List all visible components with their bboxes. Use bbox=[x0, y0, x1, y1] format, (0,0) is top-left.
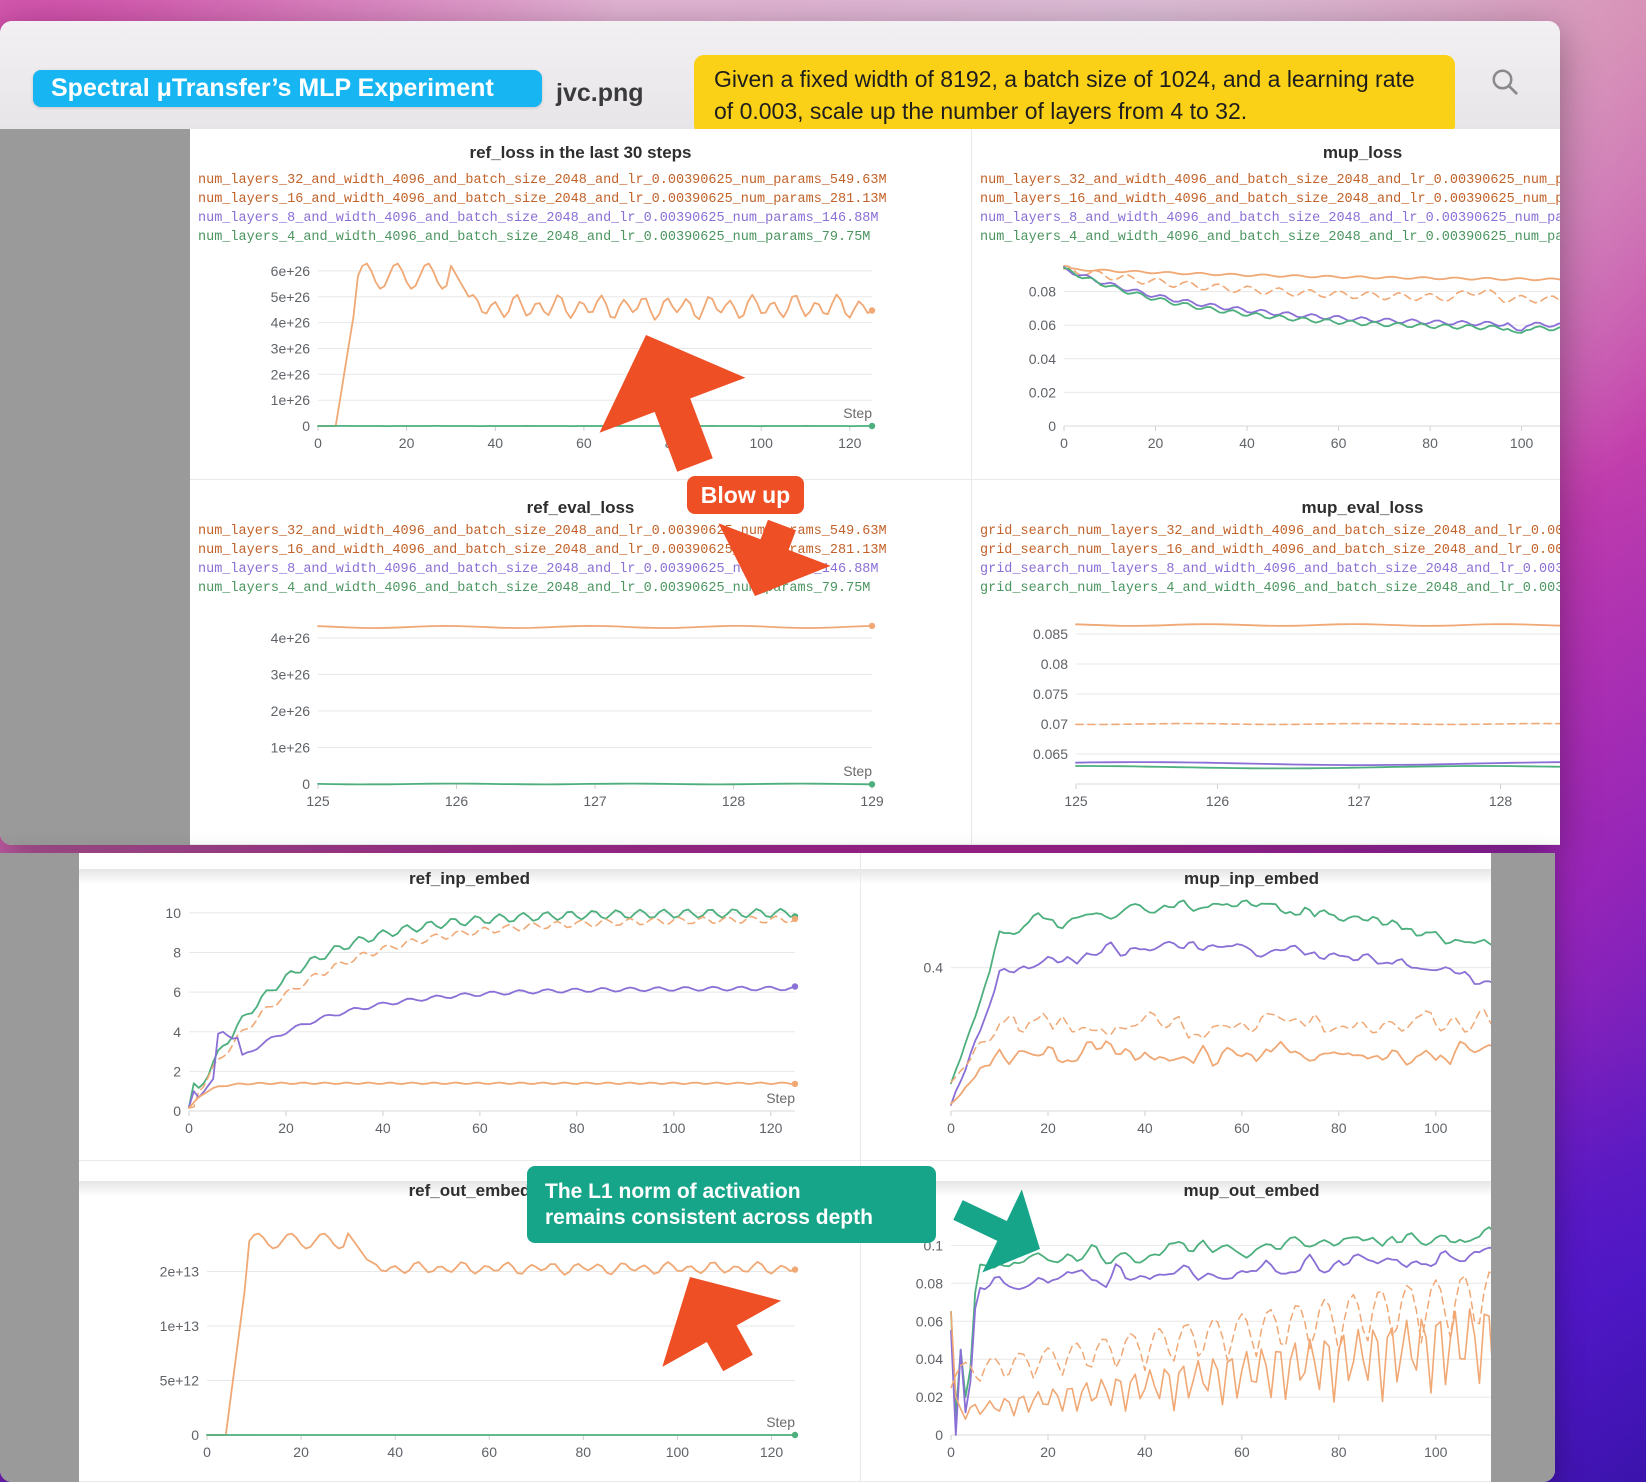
svg-text:0.02: 0.02 bbox=[1029, 384, 1056, 400]
svg-text:2: 2 bbox=[173, 1063, 181, 1079]
svg-text:3e+26: 3e+26 bbox=[271, 666, 311, 682]
svg-text:20: 20 bbox=[293, 1444, 309, 1460]
svg-text:0.07: 0.07 bbox=[1041, 716, 1068, 732]
svg-text:0: 0 bbox=[1060, 435, 1068, 451]
svg-text:20: 20 bbox=[1040, 1120, 1056, 1136]
svg-text:126: 126 bbox=[445, 793, 469, 809]
svg-text:0.075: 0.075 bbox=[1033, 686, 1068, 702]
svg-text:8: 8 bbox=[173, 945, 181, 961]
svg-text:0.08: 0.08 bbox=[1029, 284, 1056, 300]
svg-text:4: 4 bbox=[173, 1024, 181, 1040]
svg-text:40: 40 bbox=[1137, 1120, 1153, 1136]
svg-text:100: 100 bbox=[666, 1444, 690, 1460]
svg-text:6e+26: 6e+26 bbox=[271, 263, 311, 279]
svg-text:60: 60 bbox=[1234, 1444, 1250, 1460]
svg-text:100: 100 bbox=[750, 435, 774, 451]
svg-text:125: 125 bbox=[306, 793, 330, 809]
svg-text:4e+26: 4e+26 bbox=[271, 315, 311, 331]
svg-text:10: 10 bbox=[165, 905, 181, 921]
svg-text:0.08: 0.08 bbox=[1041, 656, 1068, 672]
svg-text:0.08: 0.08 bbox=[916, 1275, 943, 1291]
svg-text:1e+13: 1e+13 bbox=[160, 1318, 200, 1334]
svg-text:3e+26: 3e+26 bbox=[271, 341, 311, 357]
svg-text:40: 40 bbox=[1137, 1444, 1153, 1460]
svg-text:4e+26: 4e+26 bbox=[271, 630, 311, 646]
svg-text:0.06: 0.06 bbox=[916, 1313, 943, 1329]
svg-text:6: 6 bbox=[173, 984, 181, 1000]
svg-text:0: 0 bbox=[185, 1120, 193, 1136]
svg-text:127: 127 bbox=[583, 793, 607, 809]
svg-text:0.02: 0.02 bbox=[916, 1389, 943, 1405]
svg-text:80: 80 bbox=[569, 1120, 585, 1136]
svg-text:0.085: 0.085 bbox=[1033, 626, 1068, 642]
svg-text:20: 20 bbox=[278, 1120, 294, 1136]
svg-text:80: 80 bbox=[1331, 1120, 1347, 1136]
svg-text:127: 127 bbox=[1347, 793, 1371, 809]
svg-text:0: 0 bbox=[947, 1444, 955, 1460]
svg-text:120: 120 bbox=[759, 1120, 783, 1136]
svg-text:80: 80 bbox=[576, 1444, 592, 1460]
svg-text:0: 0 bbox=[191, 1427, 199, 1443]
svg-text:0: 0 bbox=[314, 435, 322, 451]
svg-text:100: 100 bbox=[1424, 1120, 1448, 1136]
svg-text:2e+26: 2e+26 bbox=[271, 366, 311, 382]
svg-text:Step: Step bbox=[766, 1090, 795, 1106]
svg-text:20: 20 bbox=[1040, 1444, 1056, 1460]
svg-text:100: 100 bbox=[1510, 435, 1534, 451]
svg-text:40: 40 bbox=[375, 1120, 391, 1136]
svg-text:0.4: 0.4 bbox=[924, 960, 944, 976]
svg-text:0.04: 0.04 bbox=[1029, 351, 1056, 367]
svg-text:0: 0 bbox=[1048, 418, 1056, 434]
svg-text:20: 20 bbox=[1148, 435, 1164, 451]
svg-text:125: 125 bbox=[1064, 793, 1088, 809]
svg-text:5e+26: 5e+26 bbox=[271, 289, 311, 305]
svg-text:60: 60 bbox=[1234, 1120, 1250, 1136]
svg-text:0.06: 0.06 bbox=[1029, 317, 1056, 333]
svg-text:0.04: 0.04 bbox=[916, 1351, 943, 1367]
svg-text:40: 40 bbox=[488, 435, 504, 451]
svg-text:128: 128 bbox=[1489, 793, 1513, 809]
svg-text:2e+26: 2e+26 bbox=[271, 703, 311, 719]
svg-text:0: 0 bbox=[302, 776, 310, 792]
svg-text:128: 128 bbox=[722, 793, 746, 809]
svg-text:100: 100 bbox=[662, 1120, 686, 1136]
svg-text:80: 80 bbox=[665, 435, 681, 451]
svg-text:0: 0 bbox=[935, 1427, 943, 1443]
svg-text:129: 129 bbox=[860, 793, 884, 809]
svg-text:5e+12: 5e+12 bbox=[160, 1373, 200, 1389]
svg-text:40: 40 bbox=[1239, 435, 1255, 451]
svg-text:60: 60 bbox=[472, 1120, 488, 1136]
svg-text:126: 126 bbox=[1206, 793, 1230, 809]
svg-text:120: 120 bbox=[838, 435, 862, 451]
svg-text:60: 60 bbox=[1331, 435, 1347, 451]
svg-text:0: 0 bbox=[947, 1120, 955, 1136]
svg-text:60: 60 bbox=[576, 435, 592, 451]
svg-text:40: 40 bbox=[387, 1444, 403, 1460]
svg-text:120: 120 bbox=[760, 1444, 784, 1460]
svg-text:0.065: 0.065 bbox=[1033, 746, 1068, 762]
svg-text:Step: Step bbox=[843, 763, 872, 779]
svg-text:80: 80 bbox=[1331, 1444, 1347, 1460]
svg-text:0: 0 bbox=[173, 1103, 181, 1119]
svg-text:1e+26: 1e+26 bbox=[271, 392, 311, 408]
svg-text:20: 20 bbox=[399, 435, 415, 451]
svg-text:0: 0 bbox=[302, 418, 310, 434]
svg-text:80: 80 bbox=[1422, 435, 1438, 451]
svg-text:2e+13: 2e+13 bbox=[160, 1264, 200, 1280]
svg-text:Step: Step bbox=[766, 1414, 795, 1430]
svg-text:0: 0 bbox=[203, 1444, 211, 1460]
svg-text:60: 60 bbox=[481, 1444, 497, 1460]
svg-text:Step: Step bbox=[843, 405, 872, 421]
svg-text:1e+26: 1e+26 bbox=[271, 740, 311, 756]
svg-text:100: 100 bbox=[1424, 1444, 1448, 1460]
